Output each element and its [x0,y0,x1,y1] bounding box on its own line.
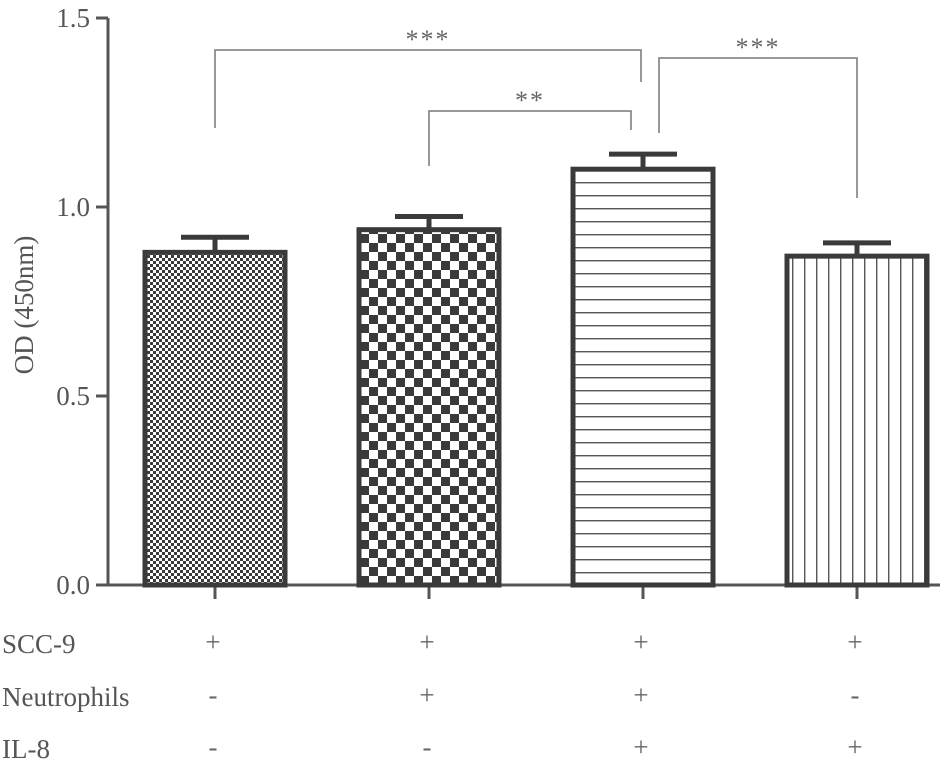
condition-sign: + [419,680,434,710]
condition-sign: + [633,627,648,657]
significance-bracket-3: *** [658,33,858,198]
condition-sign: + [205,627,220,657]
y-tick-label: 1.5 [56,3,90,33]
condition-sign: + [633,680,648,710]
condition-sign: + [847,732,862,762]
condition-sign: + [633,732,648,762]
significance-label: *** [406,25,451,54]
condition-sign: - [209,680,218,710]
bracket-line [428,110,632,166]
significance-label: *** [736,33,781,62]
condition-label-il-8: IL-8 [2,734,50,764]
y-axis-title: OD (450nm) [9,236,39,375]
significance-bracket-1: *** [214,25,642,128]
bar-3 [570,166,716,588]
condition-label-scc-9: SCC-9 [2,629,76,659]
bar-2 [356,227,502,588]
significance-label: ** [515,86,545,115]
condition-label-neutrophils: Neutrophils [2,682,130,712]
condition-sign: + [847,627,862,657]
y-tick-label: 1.0 [56,192,90,222]
condition-sign: - [851,680,860,710]
significance-brackets: ******** [214,25,858,198]
significance-bracket-2: ** [428,86,632,166]
bracket-line [214,49,642,128]
condition-sign: - [209,732,218,762]
condition-sign: - [423,732,432,762]
bar-4 [784,253,930,588]
y-tick-label: 0.0 [56,570,90,600]
bracket-line [658,57,858,198]
condition-sign: + [419,627,434,657]
bars [142,151,930,588]
bar-1 [142,249,288,588]
y-tick-label: 0.5 [56,381,90,411]
condition-table: SCC-9 + + + + Neutrophils - + + - IL-8 - - + + [2,627,863,764]
